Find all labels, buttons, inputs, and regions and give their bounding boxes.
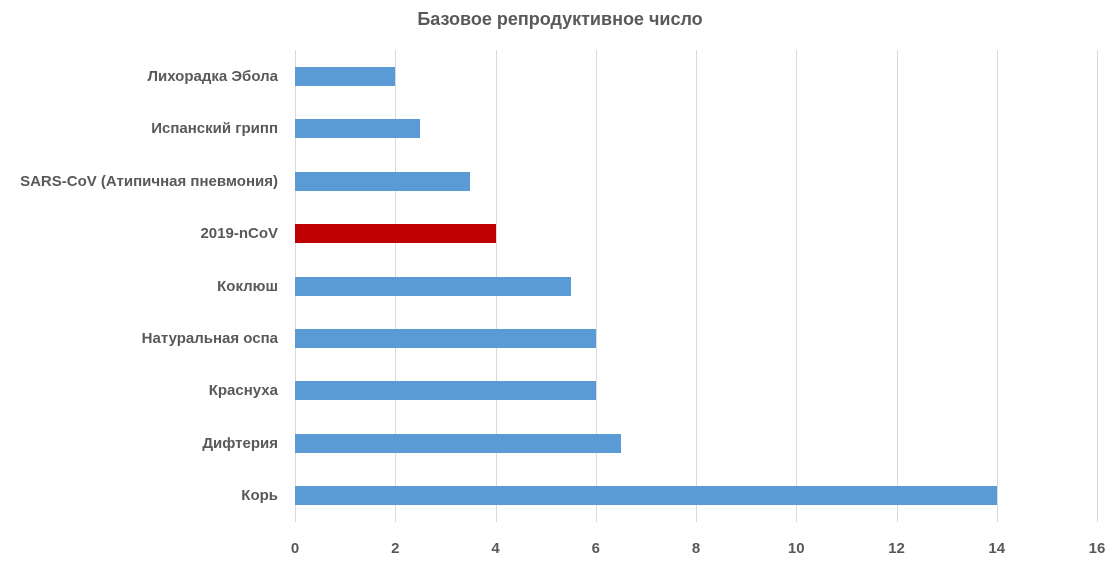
category-label: Натуральная оспа xyxy=(141,329,278,347)
x-tick-label: 16 xyxy=(1088,540,1106,557)
bar xyxy=(295,433,621,453)
bar xyxy=(295,381,596,401)
x-tick-label: 12 xyxy=(888,540,905,557)
bar xyxy=(295,486,997,506)
bar xyxy=(295,119,421,139)
plot-area xyxy=(295,50,1098,522)
category-label: Корь xyxy=(241,487,278,505)
bar xyxy=(295,224,496,244)
x-tick-label: 2 xyxy=(391,540,400,557)
gridline xyxy=(796,50,797,522)
x-tick-label: 0 xyxy=(290,540,300,557)
gridline xyxy=(696,50,697,522)
category-label: 2019-nCoV xyxy=(200,225,278,243)
gridline xyxy=(997,50,998,522)
category-label: Лихорадка Эбола xyxy=(147,67,278,85)
category-label: Испанский грипп xyxy=(151,120,278,138)
x-tick-label: 4 xyxy=(491,540,500,557)
x-tick-label: 14 xyxy=(988,540,1006,557)
gridline xyxy=(897,50,898,522)
x-tick-label: 6 xyxy=(591,540,600,557)
category-label: Дифтерия xyxy=(202,434,278,452)
x-tick-label: 10 xyxy=(787,540,805,557)
gridline xyxy=(596,50,597,522)
category-label: SARS-CoV (Атипичная пневмония) xyxy=(20,172,278,190)
category-label: Коклюш xyxy=(217,277,278,295)
category-label: Краснуха xyxy=(208,382,278,400)
bar xyxy=(295,328,596,348)
bar xyxy=(295,66,396,86)
bar xyxy=(295,171,471,191)
x-tick-label: 8 xyxy=(691,540,701,557)
gridline xyxy=(1097,50,1098,522)
chart-title: Базовое репродуктивное число xyxy=(417,9,703,29)
bar xyxy=(295,276,571,296)
